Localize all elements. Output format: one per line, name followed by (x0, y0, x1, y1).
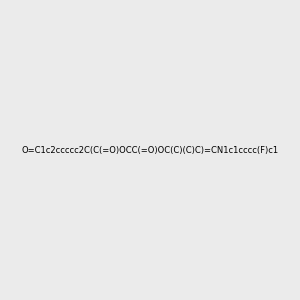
Text: O=C1c2ccccc2C(C(=O)OCC(=O)OC(C)(C)C)=CN1c1cccc(F)c1: O=C1c2ccccc2C(C(=O)OCC(=O)OC(C)(C)C)=CN1… (21, 146, 279, 154)
